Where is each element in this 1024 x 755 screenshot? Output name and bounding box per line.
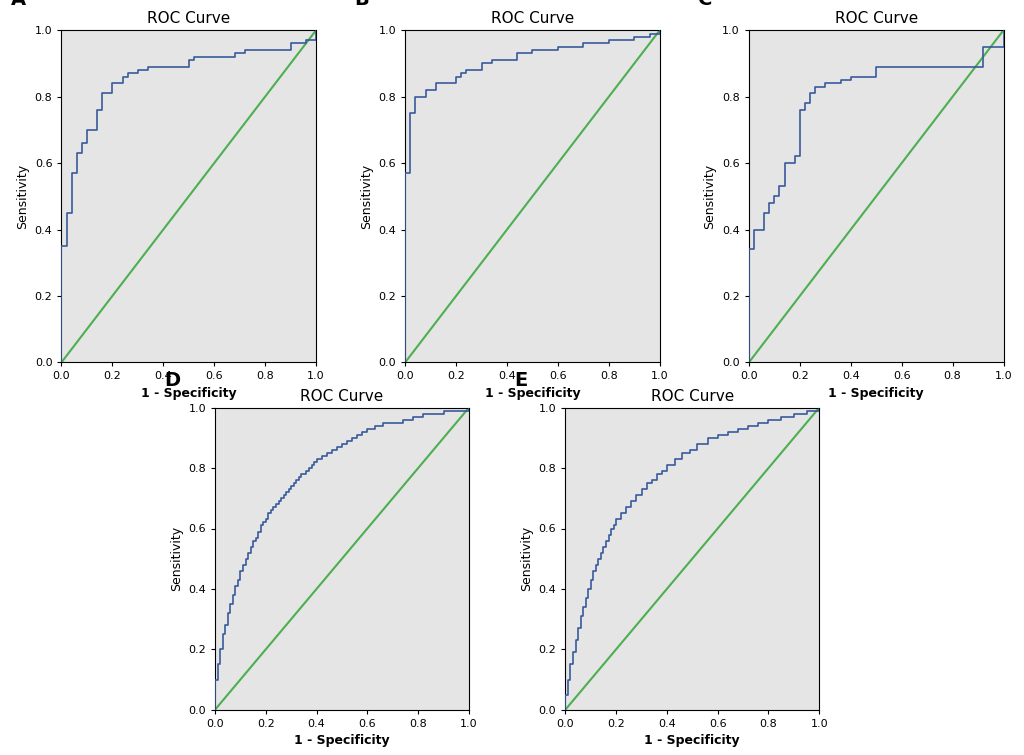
Title: ROC Curve: ROC Curve — [300, 389, 384, 404]
Text: C: C — [698, 0, 713, 9]
Text: A: A — [10, 0, 26, 9]
X-axis label: 1 - Specificity: 1 - Specificity — [484, 387, 581, 400]
X-axis label: 1 - Specificity: 1 - Specificity — [294, 735, 390, 747]
Title: ROC Curve: ROC Curve — [147, 11, 230, 26]
X-axis label: 1 - Specificity: 1 - Specificity — [828, 387, 924, 400]
Y-axis label: Sensitivity: Sensitivity — [703, 164, 717, 229]
Y-axis label: Sensitivity: Sensitivity — [520, 526, 534, 591]
Y-axis label: Sensitivity: Sensitivity — [170, 526, 182, 591]
Text: E: E — [515, 371, 527, 390]
Text: B: B — [354, 0, 369, 9]
Title: ROC Curve: ROC Curve — [650, 389, 734, 404]
X-axis label: 1 - Specificity: 1 - Specificity — [141, 387, 237, 400]
Title: ROC Curve: ROC Curve — [835, 11, 918, 26]
Y-axis label: Sensitivity: Sensitivity — [359, 164, 373, 229]
Text: D: D — [164, 371, 180, 390]
X-axis label: 1 - Specificity: 1 - Specificity — [644, 735, 740, 747]
Title: ROC Curve: ROC Curve — [490, 11, 574, 26]
Y-axis label: Sensitivity: Sensitivity — [16, 164, 29, 229]
